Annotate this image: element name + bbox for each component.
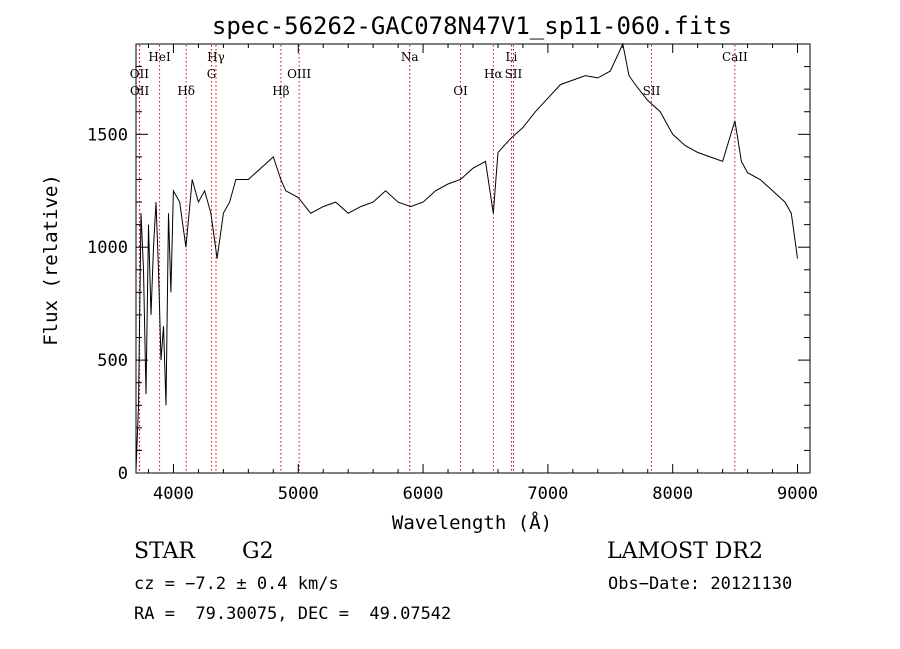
y-tick-label: 1500 [87,125,128,145]
object-subclass: G2 [242,539,274,564]
survey-name: LAMOST DR2 [607,539,763,564]
x-tick-label: 8000 [652,484,693,504]
line-label: OII [130,84,150,98]
x-axis-ticks: 4000 5000 6000 7000 8000 9000 [147,44,818,504]
spectrum-series-line [135,42,798,471]
line-label: SII [505,67,523,81]
line-label: Hα [484,67,503,81]
object-class: STAR [134,539,195,564]
redshift-cz: cz = −7.2 ± 0.4 km/s [134,574,339,594]
line-label: OII [130,67,150,81]
line-label: OIII [287,67,311,81]
y-tick-label: 1000 [87,238,128,258]
line-label: Li [506,50,518,64]
line-label: Hδ [177,84,195,98]
line-label: OI [453,84,468,98]
line-label: Hγ [207,50,225,64]
observation-date: Obs−Date: 20121130 [608,574,793,594]
spectral-line-markers [138,45,736,472]
y-tick-label: 500 [97,351,128,371]
line-label: G [207,67,217,81]
plot-frame [135,43,811,474]
line-label: Na [401,50,419,64]
ra-dec-coordinates: RA = 79.30075, DEC = 49.07542 [134,604,452,624]
line-label: HeI [148,50,171,64]
x-tick-label: 6000 [403,484,444,504]
x-tick-label: 4000 [153,484,194,504]
line-label: Hβ [272,84,289,98]
x-axis-label: Wavelength (Å) [392,511,552,534]
x-tick-label: 5000 [278,484,319,504]
line-label: CaII [722,50,748,64]
y-axis-ticks: 0 500 1000 1500 [87,43,810,484]
chart-title: spec-56262-GAC078N47V1_sp11-060.fits [212,12,732,40]
x-tick-label: 9000 [777,484,818,504]
line-label: SII [643,84,661,98]
y-axis-label: Flux (relative) [40,174,62,346]
y-tick-label: 0 [118,464,128,484]
x-tick-label: 7000 [527,484,568,504]
